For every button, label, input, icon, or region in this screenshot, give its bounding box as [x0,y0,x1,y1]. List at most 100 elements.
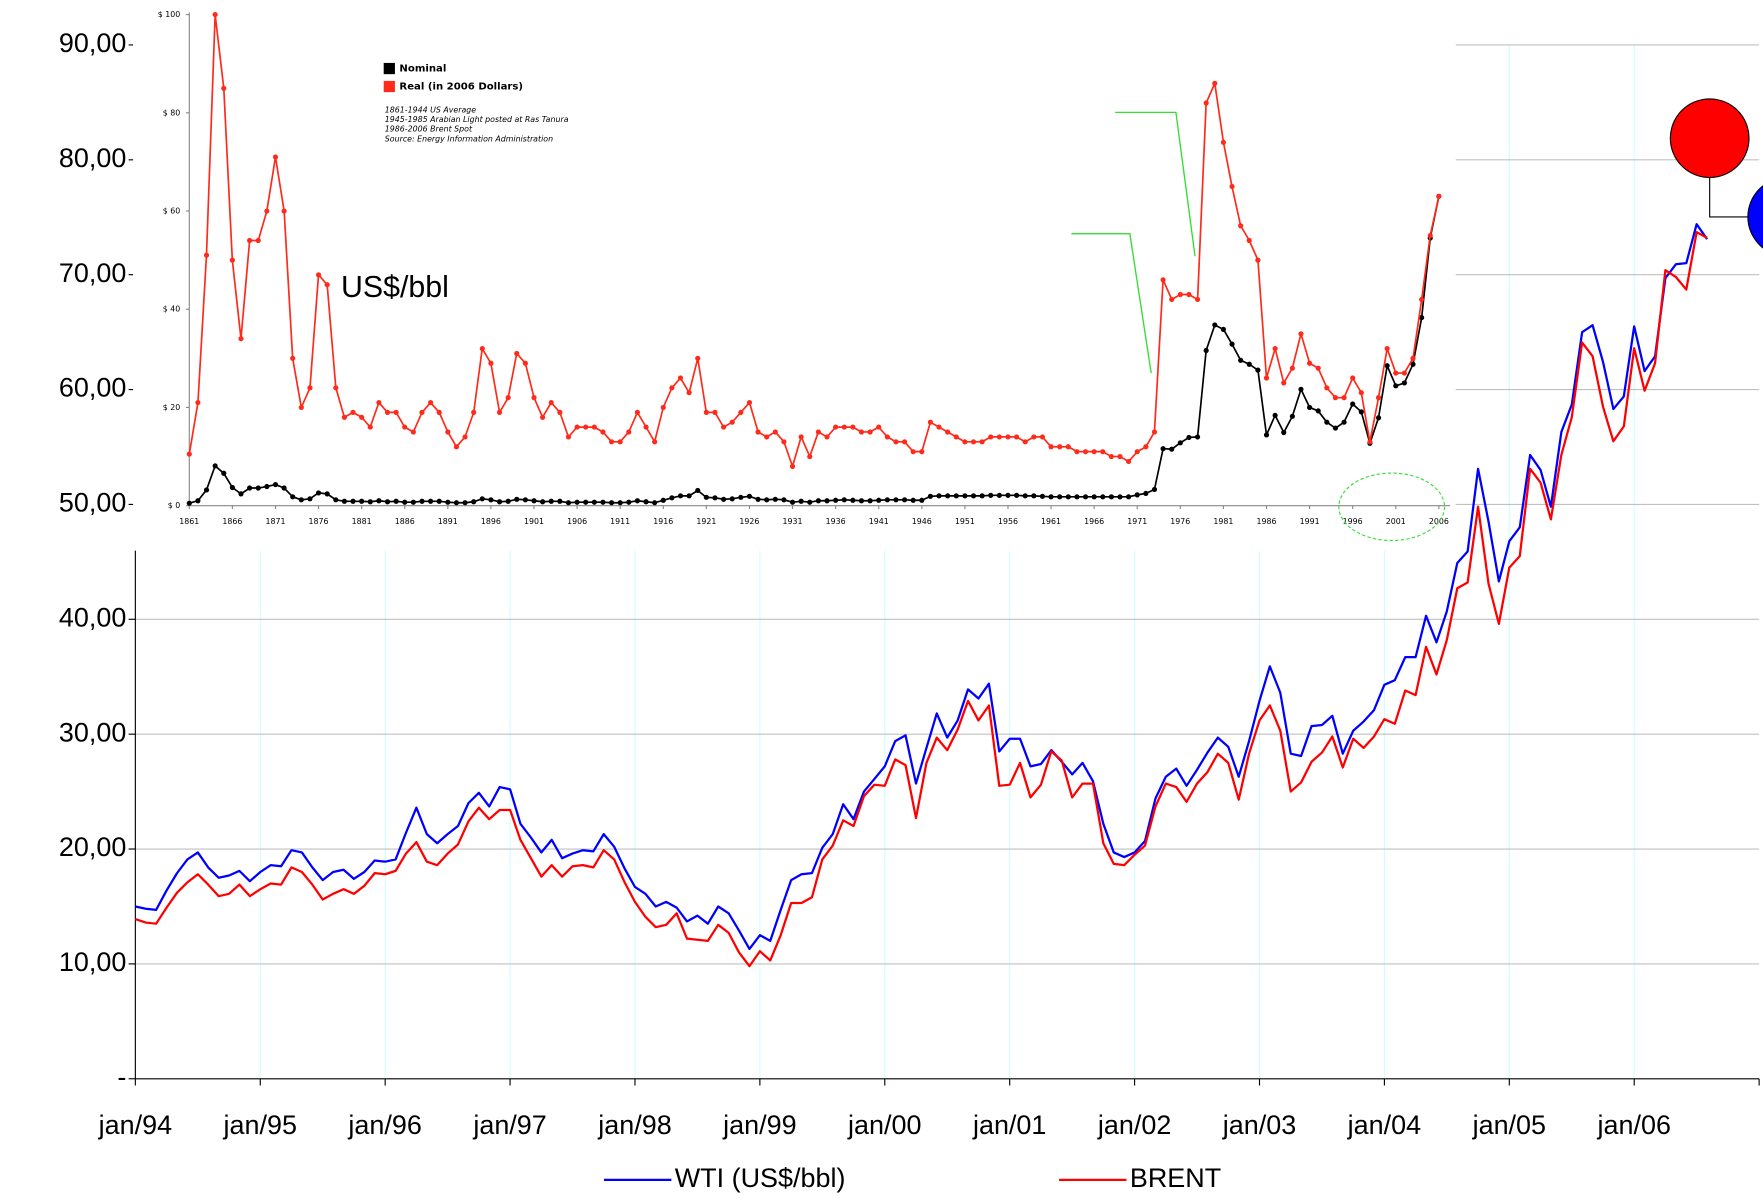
point [324,282,330,288]
point [1074,494,1080,500]
y-tick-label: 20,00 [59,832,126,862]
point [221,470,227,476]
point [703,494,709,500]
point [514,496,520,502]
x-tick-label: 1976 [1170,517,1190,526]
x-tick-label: jan/01 [972,1110,1046,1140]
point [1014,492,1020,498]
point [212,12,218,18]
red-marker [1669,98,1750,179]
point [1419,315,1425,321]
point [1436,193,1442,199]
point [565,500,572,506]
point [764,434,770,440]
point [393,409,399,415]
x-tick-label: 1921 [696,517,716,526]
point [1057,494,1063,500]
point [1022,493,1028,499]
blue-marker [1747,185,1763,249]
point [1298,331,1304,337]
point [858,429,865,435]
point [1057,444,1063,450]
note: Source: Energy Information Administratio… [385,134,553,143]
legend-label: Real (in 2006 Dollars) [399,82,523,93]
point [936,424,942,430]
point [247,485,253,491]
point [858,498,865,504]
point [557,409,563,415]
point [1393,370,1399,376]
point [281,485,287,491]
x-tick-label: jan/95 [223,1110,297,1140]
point [988,492,994,498]
point [1048,494,1054,500]
point [1194,296,1201,303]
point [798,434,804,440]
x-tick-label: 1891 [438,517,458,526]
point [522,360,528,366]
y-tick-label: $ 20 [163,403,181,412]
point [1229,183,1235,190]
y-tick-label: 60,00 [59,373,126,403]
point [548,498,554,504]
point [1410,355,1416,361]
y-tick-label: 50,00 [59,488,126,518]
point [1074,449,1080,455]
point [1350,375,1356,381]
point [755,496,761,502]
x-tick-label: 1961 [1041,517,1061,526]
point [815,498,821,504]
x-tick-label: 1871 [265,517,285,526]
point [333,385,339,391]
point [626,429,632,435]
legend-swatch [383,80,395,93]
point [910,497,916,503]
point [634,498,640,504]
point [850,497,856,503]
point [1410,361,1416,367]
point [496,499,503,505]
point [1031,493,1037,499]
series-line [135,231,1708,968]
point [1203,347,1209,354]
point [1298,386,1304,392]
point [781,439,787,445]
point [341,414,347,420]
point [1350,401,1356,407]
point [367,424,373,430]
point [962,493,968,499]
point [695,355,701,361]
point [333,497,339,503]
x-tick-label: jan/94 [98,1110,172,1140]
x-tick-label: 1966 [1084,517,1104,526]
point [970,493,977,499]
point [531,395,537,401]
point [1289,365,1295,371]
point [884,497,890,503]
decorations [1071,98,1763,542]
point [617,439,623,445]
point [1117,453,1123,460]
point [471,499,477,505]
point [927,419,934,425]
point [1324,419,1330,425]
point [1220,139,1227,145]
point [402,499,408,505]
point [1272,412,1278,418]
x-tick-label: 1971 [1127,517,1147,526]
point [298,404,304,411]
point [1126,494,1132,500]
point [238,336,244,342]
point [1401,380,1407,386]
point [1134,449,1140,455]
point [514,350,520,357]
point [617,500,623,506]
point [471,409,477,415]
point [1169,446,1175,452]
point [479,496,485,502]
point [376,399,382,406]
point [643,424,649,430]
point [626,499,632,505]
point [1246,237,1252,244]
